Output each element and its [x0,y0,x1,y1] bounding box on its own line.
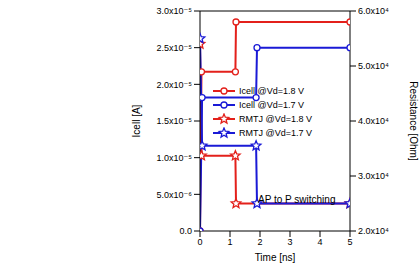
svg-text:2.0x10⁻⁵: 2.0x10⁻⁵ [156,80,192,90]
html-text:Icell @Vd=1.7 V: Icell @Vd=1.7 V [239,100,304,110]
html-text:AP to P switching: AP to P switching [258,194,336,205]
svg-text:3.0x10⁴: 3.0x10⁴ [358,171,389,181]
svg-text:1.0x10⁻⁵: 1.0x10⁻⁵ [156,153,192,163]
svg-text:6.0x10⁴: 6.0x10⁴ [358,6,389,16]
svg-text:Icell [A]: Icell [A] [131,104,142,137]
svg-text:5.0x10⁴: 5.0x10⁴ [358,61,389,71]
svg-text:5.0x10⁻⁶: 5.0x10⁻⁶ [157,190,193,200]
svg-text:2: 2 [257,237,262,247]
svg-text:0.0: 0.0 [179,226,192,236]
svg-text:1: 1 [227,237,232,247]
svg-text:2.5x10⁻⁵: 2.5x10⁻⁵ [156,43,192,53]
html-text:Icell @Vd=1.8 V: Icell @Vd=1.8 V [239,86,304,96]
html-text:RMTJ @Vd=1.7 V: RMTJ @Vd=1.7 V [239,128,312,138]
svg-text:3: 3 [287,237,292,247]
html-text:RMTJ @Vd=1.8 V: RMTJ @Vd=1.8 V [239,114,312,124]
svg-text:3.0x10⁻⁵: 3.0x10⁻⁵ [156,6,192,16]
svg-text:Resistance [Ohm]: Resistance [Ohm] [408,81,412,161]
svg-text:4.0x10⁴: 4.0x10⁴ [358,116,389,126]
svg-text:4: 4 [317,237,322,247]
svg-text:5: 5 [347,237,352,247]
svg-text:0: 0 [197,237,202,247]
svg-text:2.0x10⁴: 2.0x10⁴ [358,226,389,236]
svg-text:1.5x10⁻⁵: 1.5x10⁻⁵ [156,116,192,126]
svg-text:Time [ns]: Time [ns] [255,252,296,263]
